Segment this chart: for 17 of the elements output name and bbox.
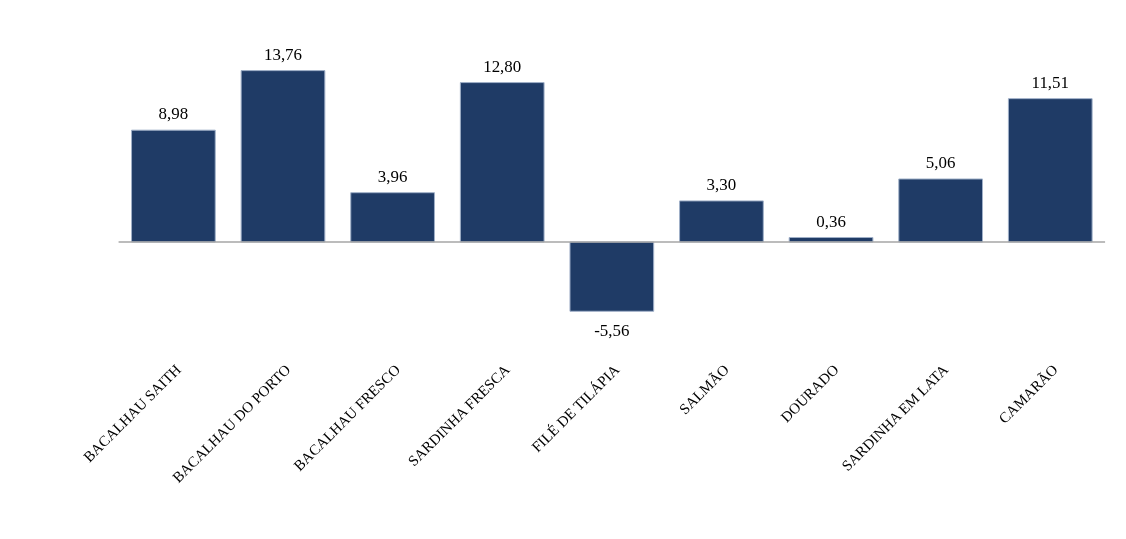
data-label: 0,36: [816, 211, 846, 231]
data-label: 3,30: [706, 174, 737, 194]
bar: [350, 192, 435, 243]
data-label: 13,76: [263, 44, 303, 64]
bar: [569, 241, 655, 312]
data-label: 12,80: [483, 56, 522, 76]
data-label: 5,06: [925, 153, 956, 173]
bar: [131, 129, 216, 243]
data-label: -5,56: [594, 321, 630, 341]
data-label: 11,51: [1031, 72, 1069, 92]
data-label: 8,98: [158, 104, 189, 124]
bar: [240, 70, 326, 243]
bar: [898, 178, 984, 243]
bar: [459, 82, 545, 243]
bar: [679, 200, 764, 243]
data-label: 3,96: [377, 166, 408, 186]
bar: [1007, 98, 1093, 243]
